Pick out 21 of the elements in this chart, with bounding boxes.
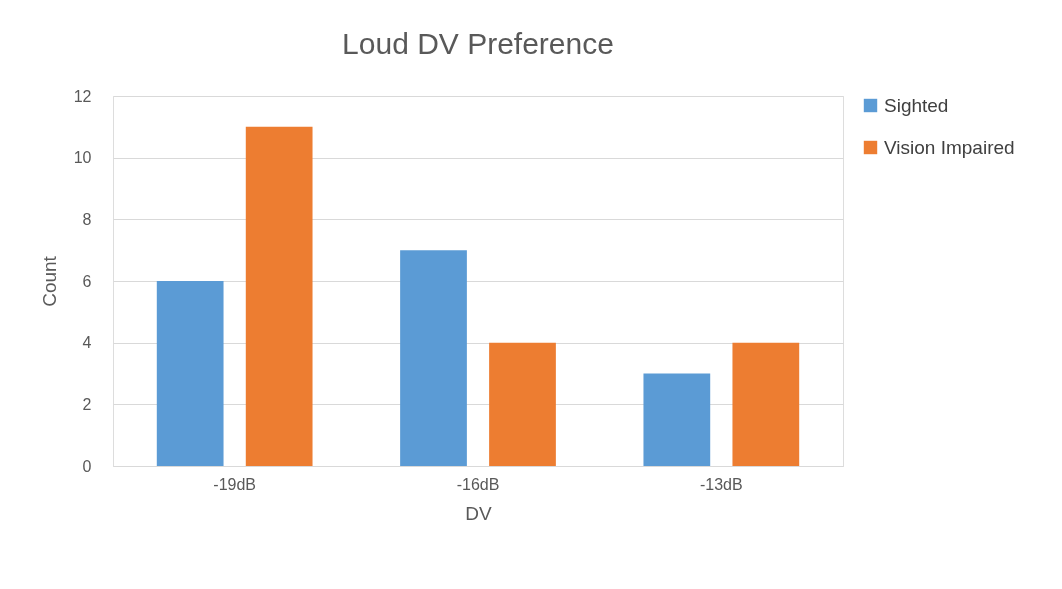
y-tick-label: 0 (82, 457, 92, 475)
chart-title: Loud DV Preference (342, 27, 614, 60)
bar (643, 373, 711, 466)
x-tick-label: -16dB (456, 475, 500, 493)
x-axis-title: DV (465, 502, 493, 524)
bar (732, 342, 800, 466)
y-tick-label: 2 (82, 395, 92, 413)
legend-label: Sighted (884, 94, 949, 116)
y-tick-label: 4 (82, 334, 92, 352)
y-tick-label: 6 (82, 272, 92, 290)
y-tick-label: 12 (73, 87, 92, 105)
bar (245, 126, 313, 466)
legend-label: Vision Impaired (884, 136, 1015, 158)
x-tick-label: -19dB (213, 475, 257, 493)
x-tick-label: -13dB (699, 475, 743, 493)
y-tick-label: 8 (82, 210, 92, 228)
y-tick-label: 10 (73, 149, 92, 167)
y-axis-title: Count (38, 255, 60, 307)
bar (156, 281, 224, 466)
bar (400, 250, 467, 466)
bar (489, 342, 556, 466)
